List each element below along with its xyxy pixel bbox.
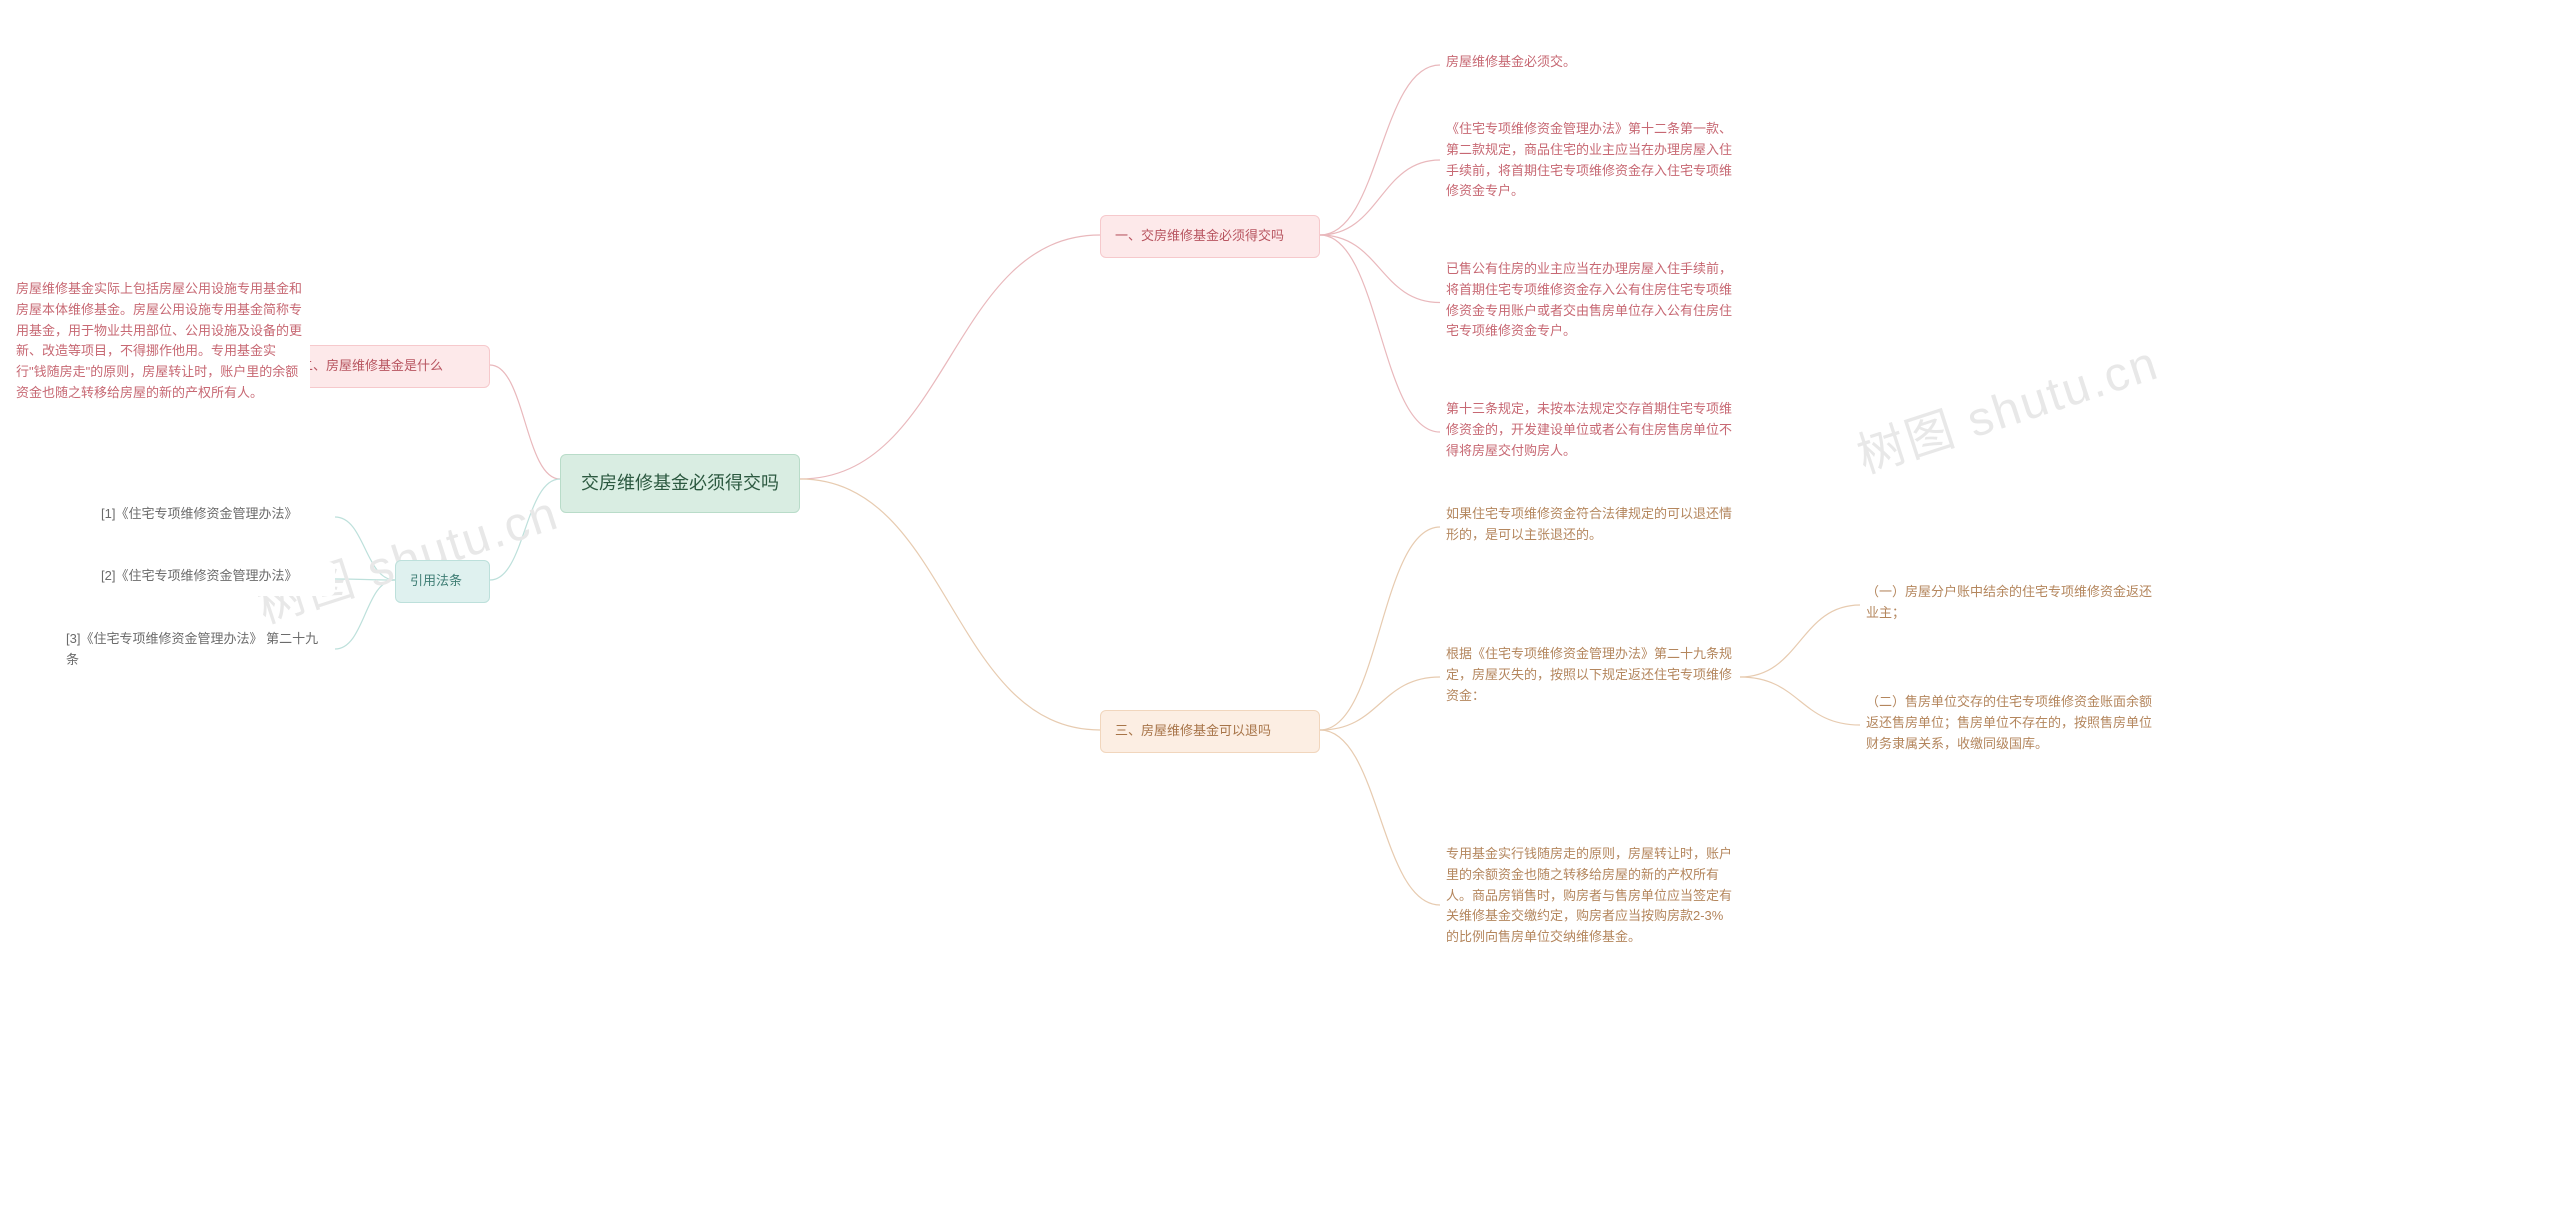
- mindmap-branch: 三、房屋维修基金可以退吗: [1100, 710, 1320, 753]
- connector: [1740, 677, 1860, 725]
- mindmap-branch: 引用法条: [395, 560, 490, 603]
- mindmap-leaf: [1]《住宅专项维修资金管理办法》: [95, 500, 335, 534]
- connector: [490, 365, 560, 479]
- mindmap-branch: 二、房屋维修基金是什么: [285, 345, 490, 388]
- mindmap-leaf: [2]《住宅专项维修资金管理办法》: [95, 562, 335, 596]
- mindmap-leaf: 第十三条规定，未按本法规定交存首期住宅专项维修资金的，开发建设单位或者公有住房售…: [1440, 395, 1740, 469]
- connector: [1320, 730, 1440, 905]
- mindmap-leaf: （一）房屋分户账中结余的住宅专项维修资金返还业主；: [1860, 578, 2160, 632]
- connector: [1740, 605, 1860, 677]
- connector: [1320, 160, 1440, 235]
- mindmap-leaf: （二）售房单位交存的住宅专项维修资金账面余额返还售房单位；售房单位不存在的，按照…: [1860, 688, 2160, 762]
- connector: [1320, 65, 1440, 235]
- mindmap-leaf: 如果住宅专项维修资金符合法律规定的可以退还情形的，是可以主张退还的。: [1440, 500, 1740, 554]
- connector: [1320, 235, 1440, 432]
- mindmap-leaf: 房屋维修基金实际上包括房屋公用设施专用基金和房屋本体维修基金。房屋公用设施专用基…: [10, 275, 310, 440]
- connector: [1320, 235, 1440, 303]
- mindmap-leaf: 已售公有住房的业主应当在办理房屋入住手续前，将首期住宅专项维修资金存入公有住房住…: [1440, 255, 1740, 350]
- mindmap-leaf: 专用基金实行钱随房走的原则，房屋转让时，账户里的余额资金也随之转移给房屋的新的产…: [1440, 840, 1740, 970]
- connector: [800, 479, 1100, 730]
- connector: [1320, 527, 1440, 730]
- mindmap-leaf: 房屋维修基金必须交。: [1440, 48, 1740, 82]
- connector: [800, 235, 1100, 479]
- connector: [335, 579, 395, 580]
- mindmap-branch: 一、交房维修基金必须得交吗: [1100, 215, 1320, 258]
- watermark: 树图 shutu.cn: [1847, 323, 2166, 486]
- connector: [490, 479, 560, 580]
- connector: [335, 517, 395, 580]
- connector-layer: [0, 0, 2560, 1221]
- connector: [1320, 677, 1440, 730]
- mindmap-root: 交房维修基金必须得交吗: [560, 454, 800, 513]
- watermark: 树图 shutu.cn: [247, 473, 566, 636]
- mindmap-leaf: [3]《住宅专项维修资金管理办法》 第二十九条: [60, 625, 335, 675]
- connector: [335, 580, 395, 649]
- mindmap-leaf: 《住宅专项维修资金管理办法》第十二条第一款、第二款规定，商品住宅的业主应当在办理…: [1440, 115, 1740, 206]
- mindmap-leaf: 根据《住宅专项维修资金管理办法》第二十九条规定，房屋灭失的，按照以下规定返还住宅…: [1440, 640, 1740, 714]
